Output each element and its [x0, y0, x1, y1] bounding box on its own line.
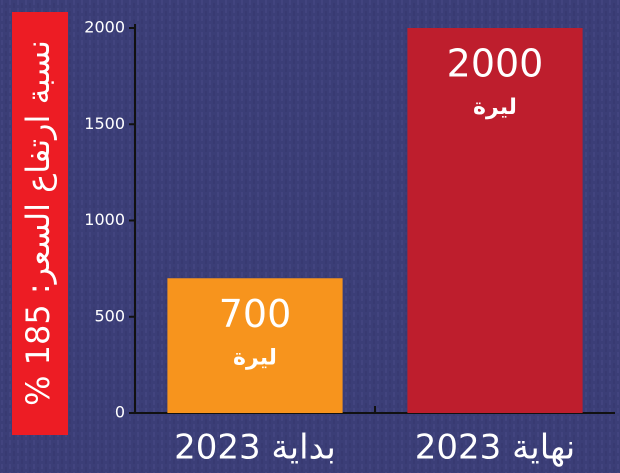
value-label: 700 — [219, 292, 292, 336]
y-tick-label: 1000 — [84, 210, 125, 229]
value-label: 2000 — [447, 42, 544, 86]
y-tick-label: 1500 — [84, 114, 125, 133]
bar — [167, 278, 343, 413]
x-tick-label: بداية 2023 — [174, 428, 336, 468]
x-tick-label: نهاية 2023 — [415, 428, 576, 468]
value-unit: ليرة — [233, 345, 277, 370]
y-tick-label: 0 — [115, 403, 125, 422]
y-tick-label: 2000 — [84, 18, 125, 37]
value-unit: ليرة — [473, 95, 517, 120]
bar — [407, 28, 583, 413]
y-label-box — [12, 12, 68, 435]
y-axis-label: نسبة ارتفاع السعر: 185 % — [19, 40, 57, 406]
y-tick-label: 500 — [94, 306, 125, 325]
